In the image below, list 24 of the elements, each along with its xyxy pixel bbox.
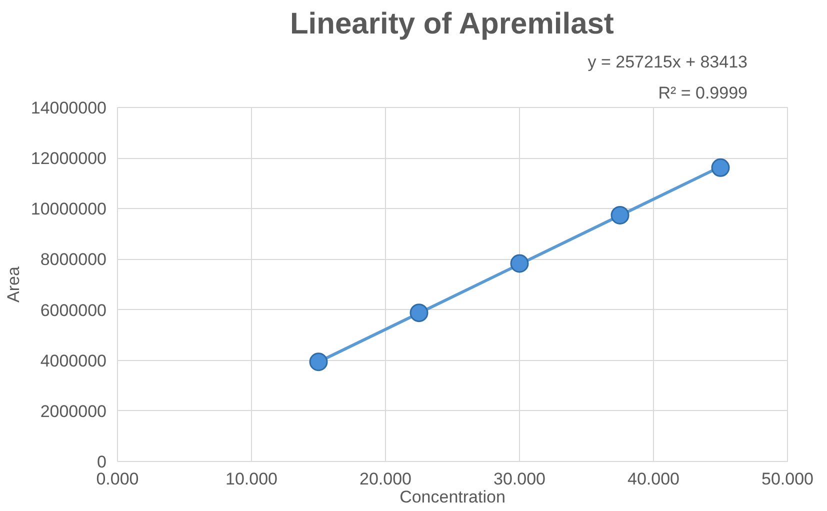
point [410, 304, 428, 322]
point [711, 158, 730, 177]
text: R² = 0.9999 [658, 84, 748, 102]
x-tick-label: 20.000 [360, 470, 412, 488]
x-tick-label: 40.000 [628, 470, 680, 488]
y-axis-title: Area [4, 266, 23, 302]
x-tick-label: 0.000 [96, 470, 139, 488]
x-tick-label: 30.000 [494, 470, 546, 488]
x-axis-title: Concentration [400, 488, 506, 506]
y-tick-label: 8000000 [40, 250, 107, 270]
point [510, 254, 529, 273]
y-tick-label: 10000000 [30, 200, 107, 219]
chart-title: Linearity of Apremilast [290, 8, 614, 40]
text: y = 257215x + 83413 [588, 52, 748, 72]
y-tick-label: 6000000 [40, 300, 107, 320]
x-tick-label: 50.000 [762, 470, 814, 488]
y-tick-label: 2000000 [40, 402, 107, 421]
x-tick-label: 10.000 [226, 470, 278, 488]
point [309, 352, 328, 372]
point [610, 206, 630, 224]
y-tick-label: 4000000 [40, 351, 107, 370]
y-tick-label: 0 [97, 452, 107, 472]
y-tick-label: 12000000 [30, 149, 107, 168]
y-tick-label: 14000000 [30, 98, 107, 118]
